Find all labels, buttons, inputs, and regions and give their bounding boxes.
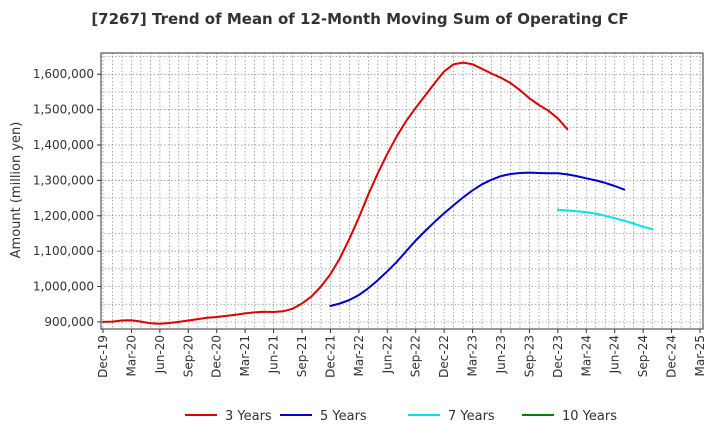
grid	[101, 53, 703, 329]
legend-label-3-years: 3 Years	[225, 409, 272, 424]
x-ticks: Dec-19 Mar-20 Jun-20 Sep-20 Dec-20 Mar-21 Jun-…	[96, 329, 707, 378]
legend-label-7-years: 7 Years	[448, 409, 495, 424]
legend-label-10-years: 10 Years	[562, 409, 617, 424]
x-tick-label: Sep-22	[409, 335, 423, 377]
x-tick-label: Mar-24	[579, 335, 593, 376]
x-tick-label: Mar-20	[124, 335, 138, 376]
series-line-5-years	[329, 171, 626, 307]
y-tick-label: 1,100,000	[33, 244, 94, 258]
x-tick-label: Sep-21	[295, 335, 309, 377]
x-tick-label: Dec-22	[437, 335, 451, 378]
series-layer	[102, 61, 654, 325]
y-tick-label: 1,200,000	[33, 209, 94, 223]
y-tick-label: 1,400,000	[33, 138, 94, 152]
y-tick-label: 1,600,000	[33, 67, 94, 81]
legend-label-5-years: 5 Years	[320, 409, 367, 424]
x-tick-label: Mar-21	[238, 335, 252, 376]
x-tick-label: Jun-20	[153, 335, 167, 374]
legend: 3 Years 5 Years 7 Years 10 Years	[185, 409, 617, 424]
chart-title: [7267] Trend of Mean of 12-Month Moving …	[91, 10, 628, 28]
y-tick-label: 900,000	[44, 315, 94, 329]
y-tick-label: 1,000,000	[33, 280, 94, 294]
series-line-3-years	[102, 61, 569, 325]
x-tick-label: Mar-25	[693, 335, 707, 376]
x-tick-label: Jun-22	[380, 335, 394, 374]
y-tick-label: 1,500,000	[33, 103, 94, 117]
series-line-7-years	[556, 208, 654, 231]
y-axis-label: Amount (million yen)	[9, 122, 24, 259]
x-tick-label: Dec-19	[96, 335, 110, 378]
x-tick-label: Mar-22	[352, 335, 366, 376]
y-ticks: 900,000 1,000,000 1,100,000 1,200,000 1,300,…	[33, 67, 101, 329]
x-tick-label: Dec-24	[665, 335, 679, 378]
x-tick-label: Jun-23	[494, 335, 508, 374]
x-tick-label: Jun-24	[608, 335, 622, 374]
x-tick-label: Dec-23	[551, 335, 565, 378]
x-tick-label: Sep-20	[181, 335, 195, 377]
x-tick-label: Sep-24	[636, 335, 650, 377]
x-tick-label: Sep-23	[522, 335, 536, 377]
x-tick-label: Jun-21	[267, 335, 281, 374]
x-tick-label: Mar-23	[466, 335, 480, 376]
plot-frame	[100, 52, 704, 330]
x-tick-label: Dec-21	[323, 335, 337, 378]
y-tick-label: 1,300,000	[33, 173, 94, 187]
x-tick-label: Dec-20	[210, 335, 224, 378]
